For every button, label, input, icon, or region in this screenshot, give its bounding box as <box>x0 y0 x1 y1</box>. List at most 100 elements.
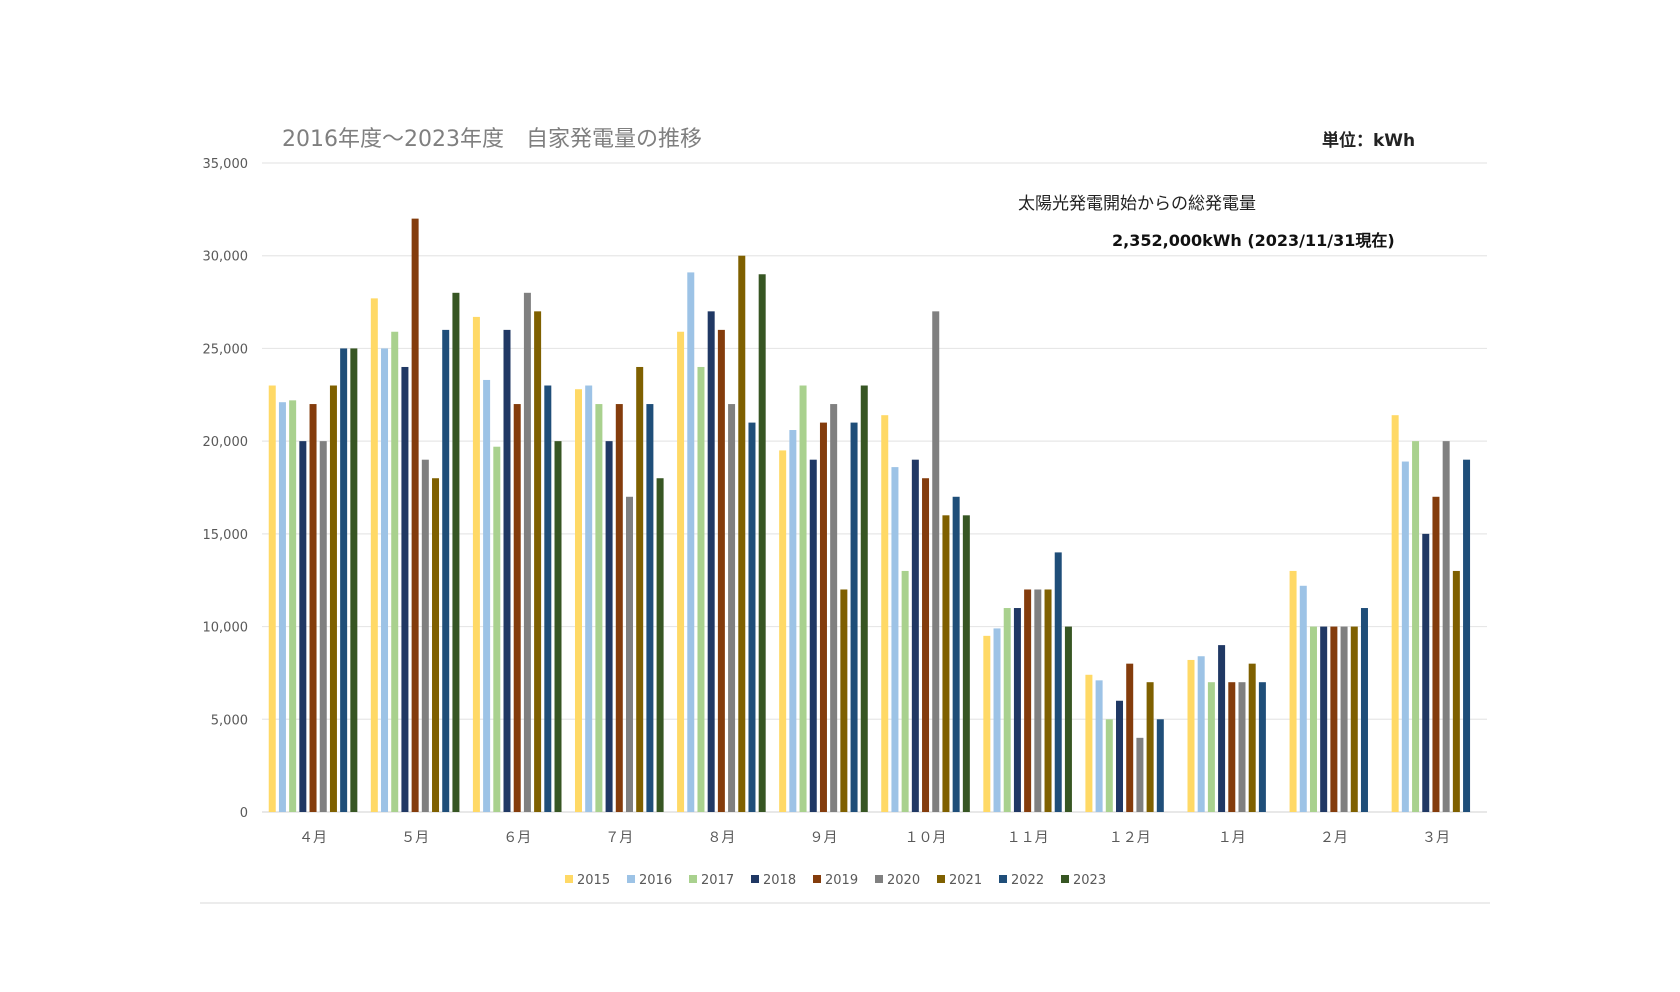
bar-2015 <box>983 635 991 812</box>
bar-2017 <box>901 570 909 812</box>
x-axis-ticks: ４月 ５月 ６月 ７月 ８月 ９月 １０月 １１月 １２月 １月 ２月 ３月 <box>299 830 1450 846</box>
bar-2017 <box>391 331 399 812</box>
bar-2015 <box>370 298 378 812</box>
x-tick-label: ５月 <box>401 830 429 846</box>
bar-2016 <box>789 430 797 812</box>
x-tick-label: ４月 <box>299 830 327 846</box>
legend-label: 2018 <box>763 873 796 888</box>
legend-swatch <box>937 875 945 883</box>
x-tick-label: ９月 <box>809 830 837 846</box>
bar-2019 <box>1432 496 1440 812</box>
legend-swatch <box>875 875 883 883</box>
legend-swatch <box>689 875 697 883</box>
legend-swatch <box>565 875 573 883</box>
bar-2019 <box>819 422 827 812</box>
bar-2018 <box>809 459 817 812</box>
legend-swatch <box>1061 875 1069 883</box>
bar-2015 <box>677 331 685 812</box>
y-tick-label: 10,000 <box>203 621 249 636</box>
bar-2019 <box>411 218 419 813</box>
bar-2015 <box>472 316 480 812</box>
bar-2019 <box>309 404 317 812</box>
bar-2017 <box>1207 682 1215 812</box>
bar-2018 <box>1218 645 1226 812</box>
bar-2017 <box>595 404 603 812</box>
bar-2016 <box>381 348 389 812</box>
bar-2018 <box>503 329 511 812</box>
bar-2023 <box>554 441 562 812</box>
bar-2017 <box>1309 626 1317 812</box>
bar-2023 <box>656 478 664 812</box>
bar-2020 <box>1442 441 1450 812</box>
legend-swatch <box>751 875 759 883</box>
bar-2020 <box>1340 626 1348 812</box>
legend-swatch <box>813 875 821 883</box>
bar-2017 <box>799 385 807 812</box>
legend-label: 2016 <box>639 873 672 888</box>
y-tick-label: 25,000 <box>203 342 249 357</box>
bar-2022 <box>1258 682 1266 812</box>
bar-2019 <box>922 478 930 812</box>
bar-2019 <box>1228 682 1236 812</box>
bar-2019 <box>1126 663 1134 812</box>
bar-2015 <box>574 389 582 812</box>
legend-swatch <box>999 875 1007 883</box>
legend-label: 2023 <box>1073 873 1106 888</box>
bar-2022 <box>748 422 756 812</box>
bar-2023 <box>1064 626 1072 812</box>
bar-2018 <box>1320 626 1328 812</box>
bar-2022 <box>544 385 552 812</box>
bar-2016 <box>1299 585 1307 812</box>
bar-2023 <box>758 274 766 812</box>
y-tick-label: 20,000 <box>203 435 249 450</box>
bar-2022 <box>850 422 858 812</box>
bar-2020 <box>523 292 531 812</box>
bar-2016 <box>585 385 593 812</box>
bar-2021 <box>840 589 848 812</box>
bar-2016 <box>278 402 286 812</box>
y-tick-label: 15,000 <box>203 528 249 543</box>
bar-2017 <box>1105 719 1113 812</box>
legend-swatch <box>627 875 635 883</box>
gridlines <box>262 162 1487 813</box>
bar-2016 <box>483 379 491 812</box>
bar-2020 <box>830 404 838 812</box>
x-tick-label: ６月 <box>503 830 531 846</box>
x-tick-label: ８月 <box>707 830 735 846</box>
x-tick-label: １１月 <box>1007 830 1049 846</box>
y-tick-label: 0 <box>240 806 248 821</box>
bar-2016 <box>993 628 1001 812</box>
bar-2015 <box>1085 674 1093 812</box>
bar-2020 <box>625 496 633 812</box>
bar-2021 <box>636 366 644 812</box>
legend: 2015 2016 2017 2018 2019 2020 2021 2022 2023 <box>565 873 1106 888</box>
bar-2016 <box>1095 680 1103 812</box>
bar-2021 <box>329 385 337 812</box>
bar-2016 <box>891 467 899 812</box>
bar-2017 <box>1003 608 1011 812</box>
bar-2018 <box>605 441 613 812</box>
bar-2022 <box>442 329 450 812</box>
bar-2017 <box>289 400 297 812</box>
chart-title: 2016年度～2023年度 自家発電量の推移 <box>282 127 702 152</box>
bar-2019 <box>615 404 623 812</box>
bar-2019 <box>717 329 725 812</box>
bar-2015 <box>881 415 889 812</box>
bar-2023 <box>860 385 868 812</box>
bar-2023 <box>350 348 358 812</box>
x-tick-label: ３月 <box>1422 830 1450 846</box>
bar-2015 <box>1187 659 1195 812</box>
bar-2023 <box>962 515 970 812</box>
bar-2015 <box>1391 415 1399 812</box>
bar-2019 <box>1024 589 1032 812</box>
bar-2021 <box>738 255 746 812</box>
bar-2020 <box>932 311 940 812</box>
bar-2020 <box>1136 737 1144 812</box>
bar-2018 <box>1116 700 1124 812</box>
bar-2022 <box>952 496 960 812</box>
bar-2022 <box>646 404 654 812</box>
bar-2020 <box>1034 589 1042 812</box>
y-axis-ticks: 0 5,000 10,000 15,000 20,000 25,000 30,000 35,0… <box>203 157 249 821</box>
bar-2023 <box>452 292 460 812</box>
